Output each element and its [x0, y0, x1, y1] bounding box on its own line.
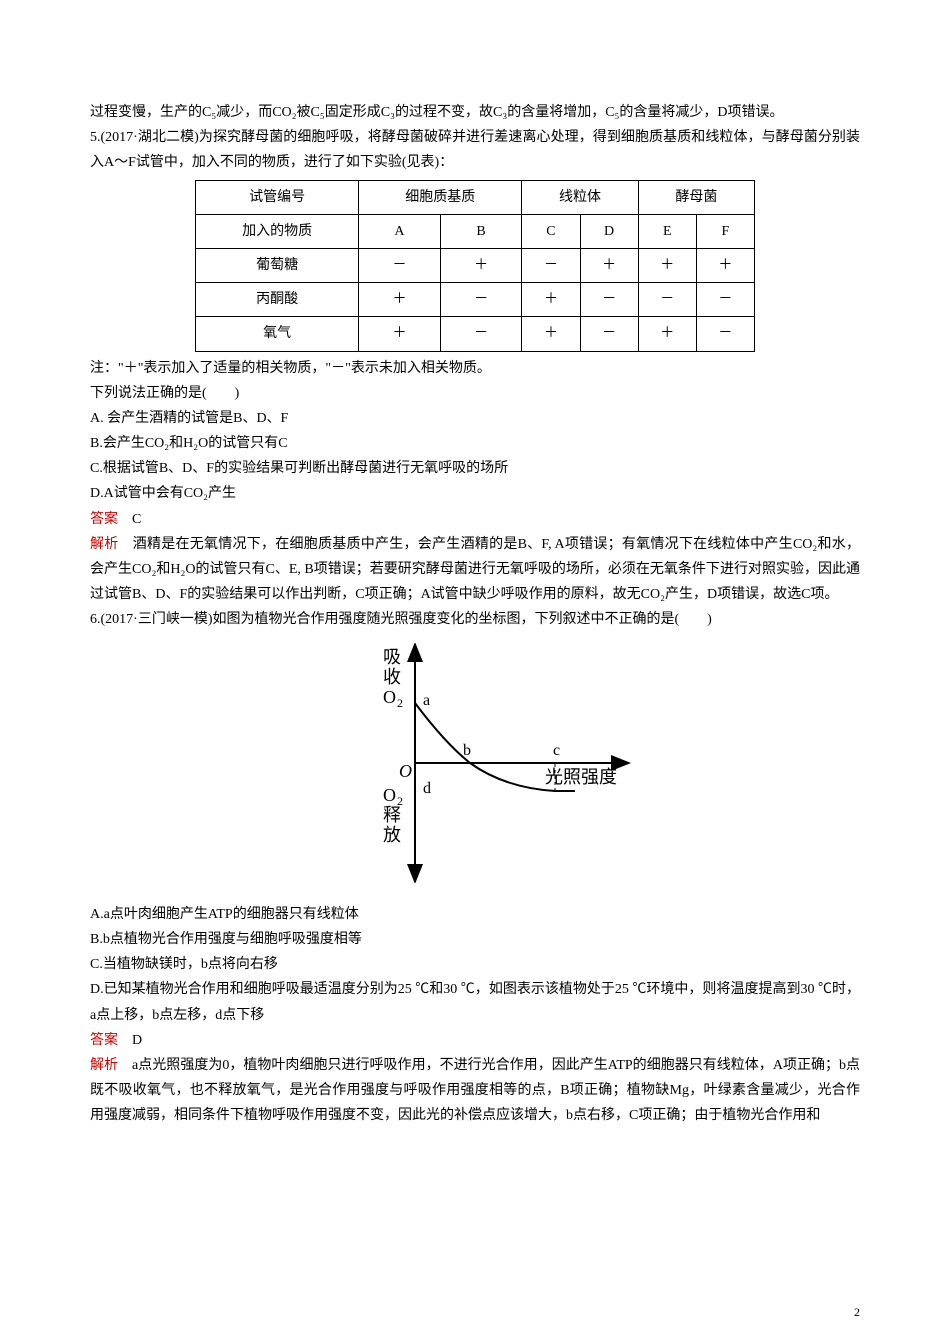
cell: － [580, 317, 638, 351]
col-e: E [638, 214, 696, 248]
cell: － [638, 283, 696, 317]
x-axis-label: 光照强度 [545, 767, 617, 787]
chart-svg: a b c d O 光照强度 吸 收 O 2 O 2 释 放 [305, 643, 645, 883]
header-mitochondria: 线粒体 [522, 180, 638, 214]
point-b: b [463, 742, 471, 759]
row-label: 氧气 [196, 317, 359, 351]
q5-option-c: C.根据试管B、D、F的实验结果可判断出酵母菌进行无氧呼吸的场所 [90, 456, 860, 481]
col-c: C [522, 214, 580, 248]
table-row: 葡萄糖 － ＋ － ＋ ＋ ＋ [196, 248, 755, 282]
q6-chart: a b c d O 光照强度 吸 收 O 2 O 2 释 放 [90, 643, 860, 892]
col-d: D [580, 214, 638, 248]
q5-option-a: A. 会产生酒精的试管是B、D、F [90, 406, 860, 431]
cell: － [696, 283, 754, 317]
page-number: 2 [854, 1302, 860, 1324]
q6-stem: 6.(2017·三门峡一模)如图为植物光合作用强度随光照强度变化的坐标图，下列叙… [90, 607, 860, 632]
y-bottom-label-2: 释 放 [383, 805, 406, 845]
cell: ＋ [359, 317, 441, 351]
col-a: A [359, 214, 441, 248]
q5-lead: 下列说法正确的是( ) [90, 381, 860, 406]
header-tube-id: 试管编号 [196, 181, 358, 215]
row-label: 葡萄糖 [196, 248, 359, 282]
cell: － [696, 317, 754, 351]
cell: ＋ [522, 317, 580, 351]
intro-paragraph: 过程变慢，生产的C₅减少，而CO₂被C₅固定形成C₃的过程不变，故C₃的含量将增… [90, 100, 860, 125]
row-label: 丙酮酸 [196, 283, 359, 317]
q6-answer-line: 答案 D [90, 1028, 860, 1053]
explain-label: 解析 [90, 537, 119, 552]
cell: － [580, 283, 638, 317]
cell: － [359, 248, 441, 282]
origin-label: O [399, 761, 412, 781]
answer-label: 答案 [90, 512, 118, 527]
q6-option-b: B.b点植物光合作用强度与细胞呼吸强度相等 [90, 927, 860, 952]
q5-answer: C [132, 512, 141, 527]
explain-label: 解析 [90, 1058, 118, 1073]
q6-option-c: C.当植物缺镁时，b点将向右移 [90, 952, 860, 977]
cell: ＋ [440, 248, 522, 282]
header-substance: 加入的物质 [196, 215, 358, 248]
point-d: d [423, 780, 431, 797]
header-cytoplasm: 细胞质基质 [359, 180, 522, 214]
cell: ＋ [359, 283, 441, 317]
q5-table: 试管编号 加入的物质 细胞质基质 线粒体 酵母菌 A B C D E F 葡萄糖… [195, 180, 755, 352]
table-row: 丙酮酸 ＋ － ＋ － － － [196, 283, 755, 317]
q5-answer-line: 答案 C [90, 507, 860, 532]
answer-label: 答案 [90, 1033, 118, 1048]
point-c: c [553, 742, 560, 759]
cell: － [440, 283, 522, 317]
y-bottom-label: O [383, 785, 396, 805]
q6-explain: 解析 a点光照强度为0，植物叶肉细胞只进行呼吸作用，不进行光合作用，因此产生AT… [90, 1053, 860, 1129]
cell: － [440, 317, 522, 351]
cell: ＋ [580, 248, 638, 282]
cell: ＋ [638, 248, 696, 282]
table-header-row: 试管编号 加入的物质 细胞质基质 线粒体 酵母菌 [196, 180, 755, 214]
point-a: a [423, 692, 430, 709]
y-top-sub: 2 [397, 696, 403, 710]
q6-option-a: A.a点叶肉细胞产生ATP的细胞器只有线粒体 [90, 902, 860, 927]
header-yeast: 酵母菌 [638, 180, 754, 214]
q5-note: 注："＋"表示加入了适量的相关物质，"－"表示未加入相关物质。 [90, 356, 860, 381]
col-f: F [696, 214, 754, 248]
q5-stem: 5.(2017·湖北二模)为探究酵母菌的细胞呼吸，将酵母菌破碎并进行差速离心处理… [90, 125, 860, 175]
col-b: B [440, 214, 522, 248]
q6-answer: D [132, 1033, 142, 1048]
cell: － [522, 248, 580, 282]
q6-option-d: D.已知某植物光合作用和细胞呼吸最适温度分别为25 ℃和30 ℃，如图表示该植物… [90, 977, 860, 1027]
cell: ＋ [522, 283, 580, 317]
q6-explain-text: a点光照强度为0，植物叶肉细胞只进行呼吸作用，不进行光合作用，因此产生ATP的细… [90, 1058, 860, 1123]
cell: ＋ [638, 317, 696, 351]
cell: ＋ [696, 248, 754, 282]
table-row: 氧气 ＋ － ＋ － ＋ － [196, 317, 755, 351]
q5-option-d: D.A试管中会有CO₂产生 [90, 481, 860, 506]
q5-explain-text: 酒精是在无氧情况下，在细胞质基质中产生，会产生酒精的是B、F, A项错误；有氧情… [90, 537, 860, 602]
q5-option-b: B.会产生CO₂和H₂O的试管只有C [90, 431, 860, 456]
q5-explain: 解析 酒精是在无氧情况下，在细胞质基质中产生，会产生酒精的是B、F, A项错误；… [90, 532, 860, 608]
document-page: 过程变慢，生产的C₅减少，而CO₂被C₅固定形成C₃的过程不变，故C₃的含量将增… [0, 0, 950, 1344]
